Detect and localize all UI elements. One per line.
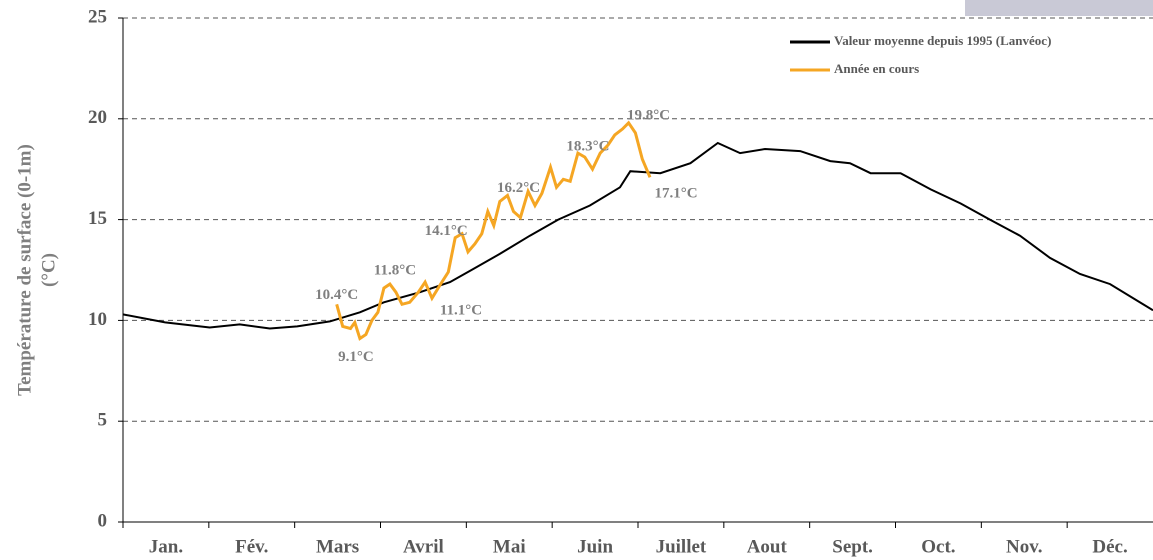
data-label: 11.1°C (440, 303, 482, 319)
chart: Température de surface (0-1m) (°C) 0 5 10 1… (0, 0, 1153, 560)
y-tick-label: 15 (88, 208, 107, 229)
x-tick-label: Aout (747, 536, 788, 557)
data-label: 10.4°C (315, 287, 358, 303)
data-label: 18.3°C (566, 139, 609, 155)
legend-label: Année en cours (834, 61, 919, 76)
data-label: 14.1°C (425, 223, 468, 239)
data-label: 16.2°C (497, 180, 540, 196)
y-axis-title-line: Température de surface (0-1m) (14, 144, 35, 396)
data-label: 19.8°C (627, 107, 670, 123)
x-tick-label: Juillet (656, 536, 707, 557)
x-tick-label: Jan. (149, 536, 183, 557)
corner-image (965, 0, 1153, 16)
series-line (337, 123, 650, 339)
x-tick-label: Fév. (235, 536, 268, 557)
data-label: 17.1°C (654, 186, 697, 202)
data-label: 9.1°C (338, 349, 374, 365)
series-line (123, 143, 1153, 329)
data-label: 11.8°C (374, 263, 416, 279)
x-tick-label: Juin (577, 536, 613, 557)
y-tick-label: 10 (88, 309, 107, 330)
x-tick-label: Sept. (832, 536, 873, 557)
y-axis-title-line: (°C) (38, 253, 59, 287)
y-tick-label: 5 (98, 410, 108, 431)
x-tick-label: Oct. (921, 536, 955, 557)
y-tick-label: 20 (88, 107, 107, 128)
x-tick-label: Nov. (1006, 536, 1042, 557)
y-tick-label: 0 (98, 510, 108, 531)
x-tick-label: Mars (316, 536, 359, 557)
y-tick-label: 25 (88, 6, 107, 27)
legend-label: Valeur moyenne depuis 1995 (Lanvéoc) (834, 33, 1051, 48)
x-tick-label: Avril (403, 536, 444, 557)
x-tick-label: Déc. (1092, 536, 1127, 557)
x-tick-label: Mai (493, 536, 526, 557)
y-axis-title: Température de surface (0-1m) (°C) (14, 144, 59, 396)
